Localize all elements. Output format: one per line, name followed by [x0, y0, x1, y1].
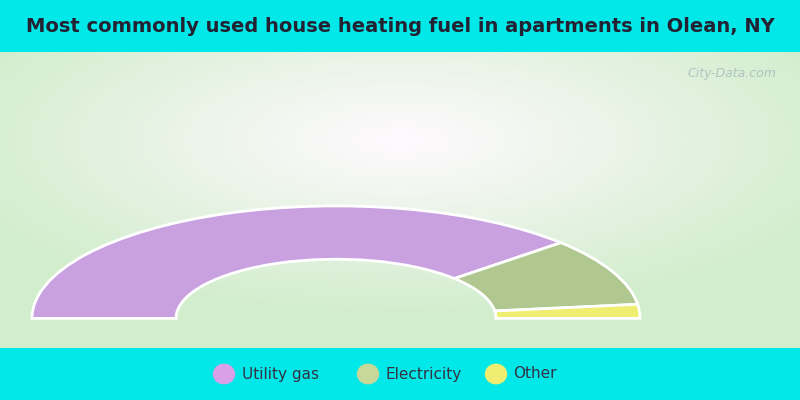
Text: Most commonly used house heating fuel in apartments in Olean, NY: Most commonly used house heating fuel in… [26, 16, 774, 36]
Ellipse shape [357, 364, 379, 384]
Wedge shape [454, 243, 638, 311]
Text: Utility gas: Utility gas [242, 366, 318, 382]
Text: City-Data.com: City-Data.com [687, 67, 776, 80]
Text: Other: Other [514, 366, 557, 382]
Ellipse shape [485, 364, 507, 384]
Wedge shape [32, 206, 561, 318]
Ellipse shape [213, 364, 235, 384]
Wedge shape [494, 304, 640, 318]
Text: Electricity: Electricity [386, 366, 462, 382]
